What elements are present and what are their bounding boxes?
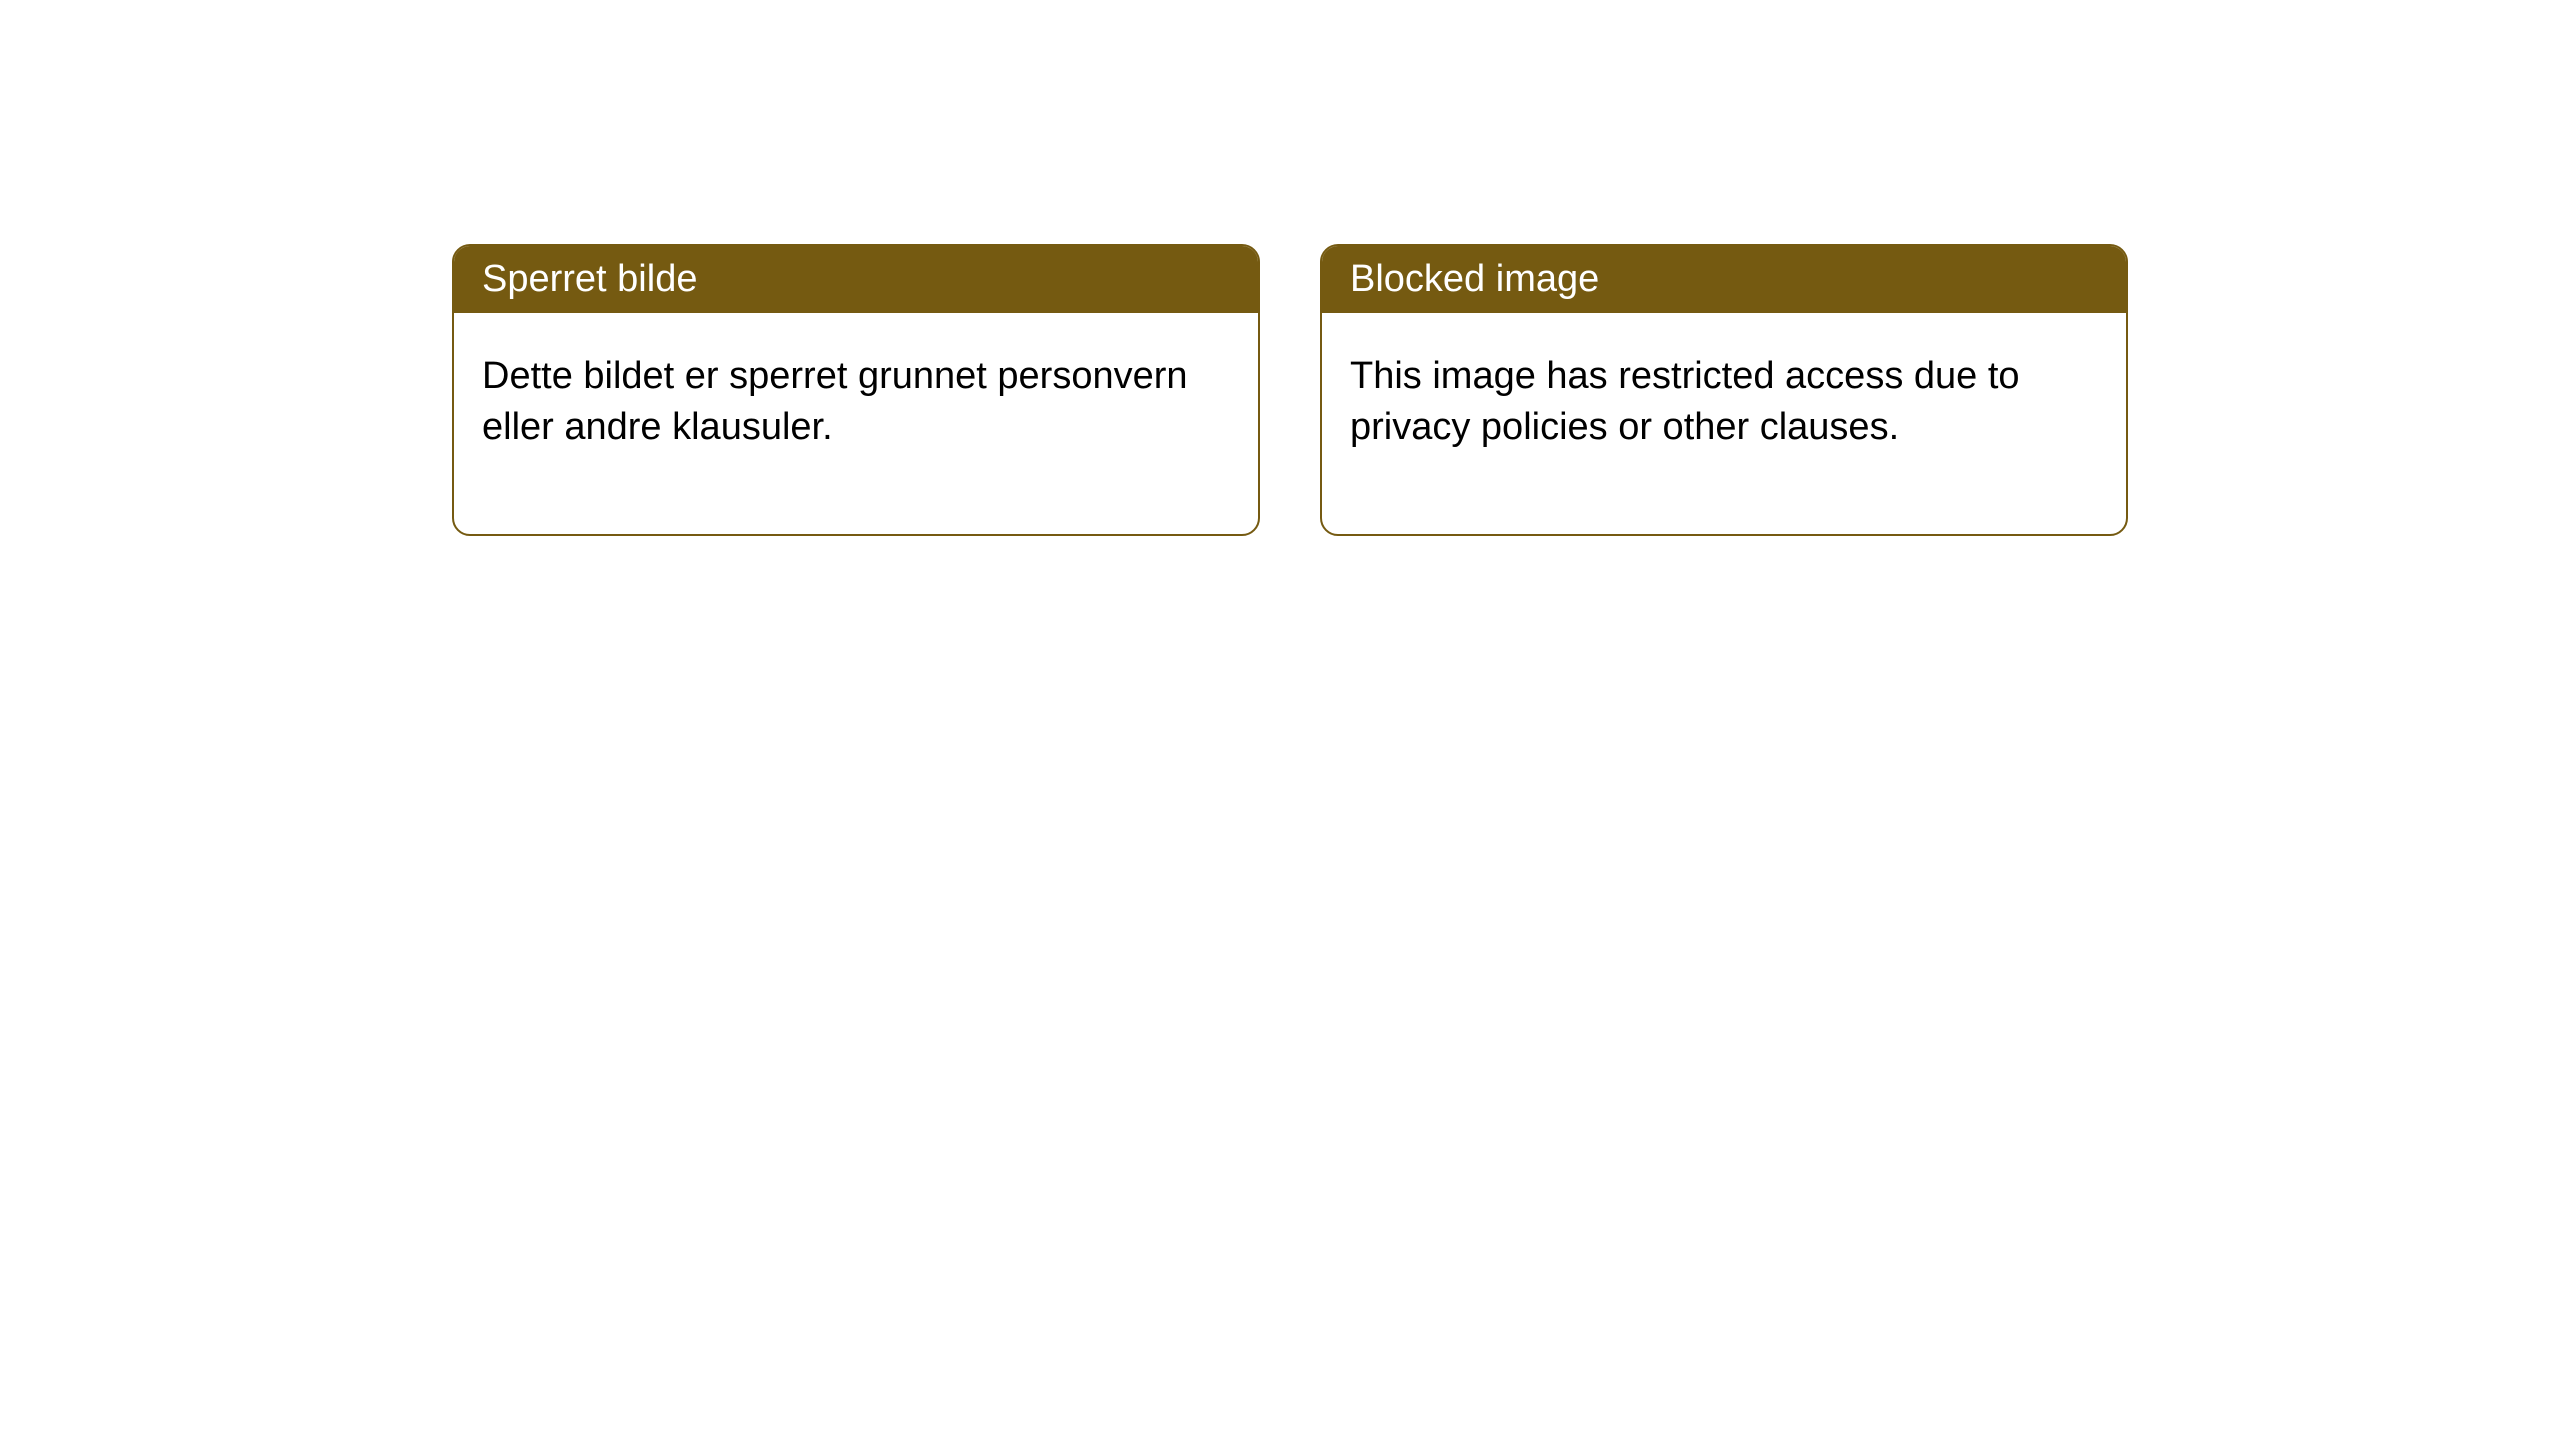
card-body: Dette bildet er sperret grunnet personve… bbox=[454, 313, 1258, 534]
card-header: Blocked image bbox=[1322, 246, 2126, 313]
cards-container: Sperret bilde Dette bildet er sperret gr… bbox=[0, 0, 2560, 536]
card-body: This image has restricted access due to … bbox=[1322, 313, 2126, 534]
blocked-image-card-no: Sperret bilde Dette bildet er sperret gr… bbox=[452, 244, 1260, 536]
card-header: Sperret bilde bbox=[454, 246, 1258, 313]
card-title: Blocked image bbox=[1350, 258, 1599, 300]
blocked-image-card-en: Blocked image This image has restricted … bbox=[1320, 244, 2128, 536]
card-body-text: This image has restricted access due to … bbox=[1350, 355, 2020, 448]
card-body-text: Dette bildet er sperret grunnet personve… bbox=[482, 355, 1188, 448]
card-title: Sperret bilde bbox=[482, 258, 697, 300]
